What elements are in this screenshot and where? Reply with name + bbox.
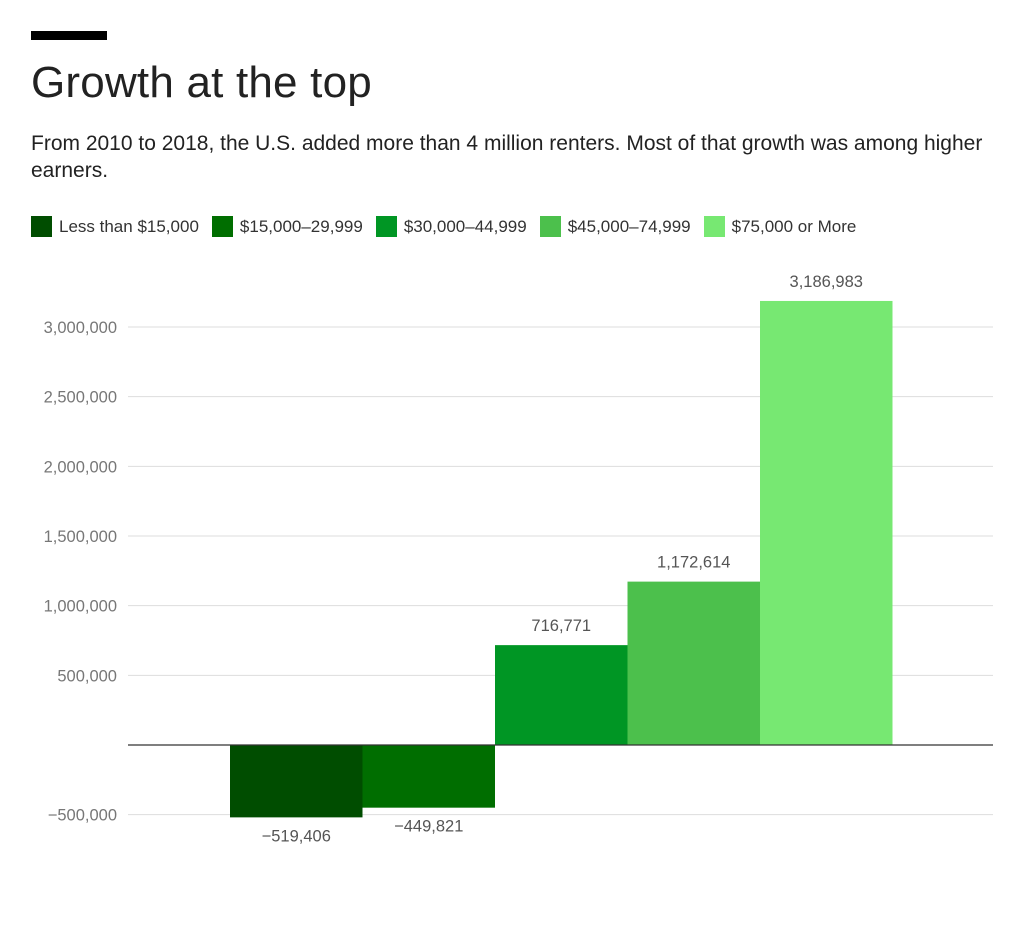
bar-value-label: 716,771 [531, 617, 591, 635]
bar [230, 745, 363, 818]
chart-subtitle: From 2010 to 2018, the U.S. added more t… [31, 132, 983, 182]
legend-item: $30,000–44,999 [375, 216, 527, 237]
y-tick-label: 3,000,000 [44, 319, 117, 337]
header-rule [31, 31, 107, 40]
legend-label: $30,000–44,999 [403, 216, 527, 236]
bar-value-label: −449,821 [394, 818, 463, 836]
y-tick-label: 500,000 [57, 667, 117, 685]
y-tick-label: 1,000,000 [44, 598, 117, 616]
bar-layer [230, 300, 893, 818]
legend-swatch [211, 216, 233, 237]
y-tick-label: −500,000 [48, 807, 117, 825]
legend-item: $75,000 or More [703, 216, 857, 237]
bar-value-label: 3,186,983 [790, 273, 863, 291]
y-tick-label: 2,000,000 [44, 458, 117, 476]
legend-label: $15,000–29,999 [239, 216, 363, 236]
bar [362, 745, 495, 808]
legend-item: Less than $15,000 [31, 216, 199, 237]
legend-label: $45,000–74,999 [567, 216, 691, 236]
chart-title: Growth at the top [31, 58, 372, 107]
legend-swatch [31, 216, 52, 237]
legend-swatch [703, 216, 725, 237]
bar [760, 300, 893, 745]
bar-value-label: 1,172,614 [657, 554, 730, 572]
legend-item: $45,000–74,999 [539, 216, 691, 237]
bar-value-label: −519,406 [262, 827, 331, 845]
bar [495, 645, 628, 745]
chart-legend: Less than $15,000 $15,000–29,999 $30,000–4… [31, 216, 869, 237]
legend-swatch [375, 216, 397, 237]
y-tick-label: 2,500,000 [44, 389, 117, 407]
label-layer: −500,000 500,000 1,000,000 1,500,000 2,000,0… [44, 273, 863, 845]
legend-label: Less than $15,000 [59, 216, 199, 236]
bar [627, 581, 760, 745]
legend-label: $75,000 or More [731, 216, 857, 236]
y-tick-label: 1,500,000 [44, 528, 117, 546]
legend-swatch [539, 216, 561, 237]
legend-item: $15,000–29,999 [211, 216, 363, 237]
